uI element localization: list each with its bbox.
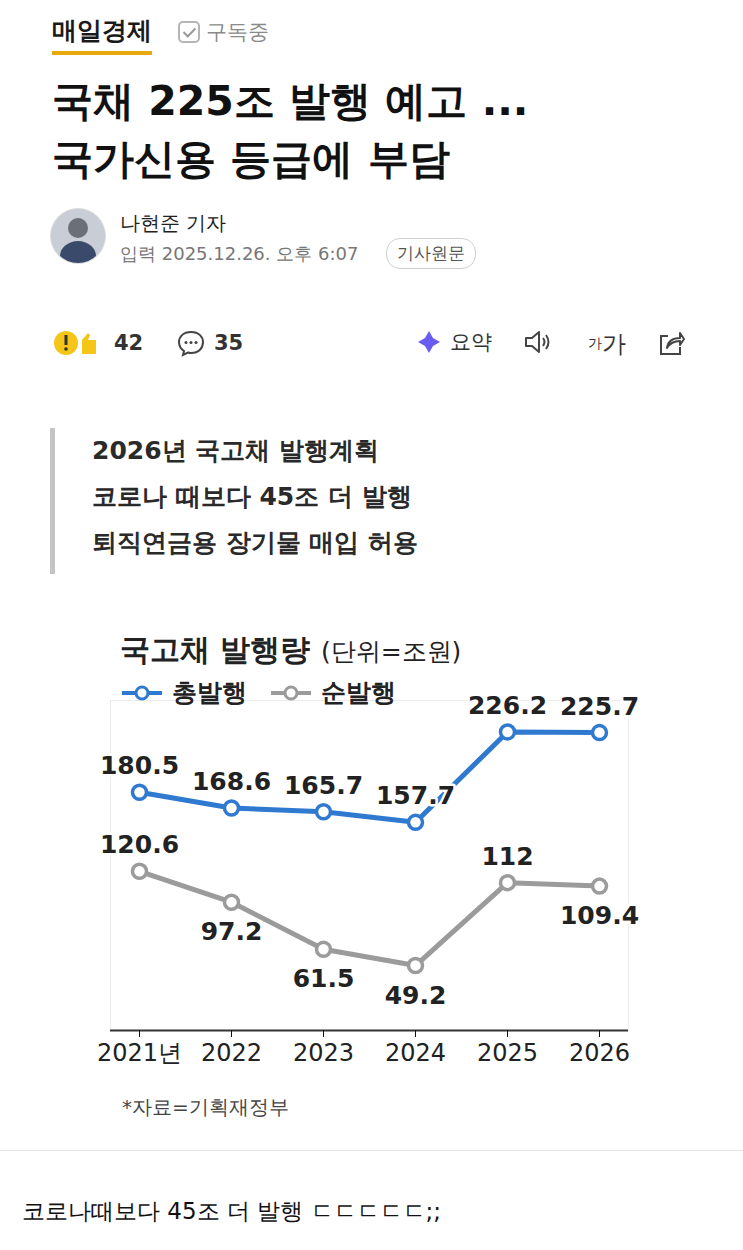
svg-text:112: 112 [481, 842, 533, 871]
svg-text:165.7: 165.7 [284, 771, 363, 800]
html-text:퇴직연금용 장기물 매입 허용: 퇴직연금용 장기물 매입 허용 [92, 528, 419, 557]
svg-text:97.2: 97.2 [201, 917, 263, 946]
svg-text:109.4: 109.4 [560, 901, 639, 930]
html-text:국고채 발행량(단위=조원): 국고채 발행량(단위=조원) [120, 632, 462, 667]
svg-text:49.2: 49.2 [385, 981, 447, 1010]
svg-text:157.7: 157.7 [376, 781, 455, 810]
html-text:코로나때보다 45조 더 발행 ㄷㄷㄷㄷㄷ;;: 코로나때보다 45조 더 발행 ㄷㄷㄷㄷㄷ;; [22, 1198, 441, 1224]
html-text:35: 35 [214, 331, 244, 355]
svg-text:2022: 2022 [201, 1039, 262, 1067]
html-text:구독중: 구독중 [206, 20, 269, 44]
html-text:총발행: 총발행 [172, 678, 247, 707]
svg-text:2023: 2023 [293, 1039, 354, 1067]
svg-text:2025: 2025 [477, 1039, 538, 1067]
html-text:순발행: 순발행 [321, 678, 396, 707]
svg-text:226.2: 226.2 [468, 691, 547, 720]
html-text:코로나 때보다 45조 더 발행: 코로나 때보다 45조 더 발행 [92, 482, 412, 511]
html-text:가가: 가가 [588, 330, 626, 358]
html-text:*자료=기획재정부: *자료=기획재정부 [122, 1095, 289, 1119]
svg-text:180.5: 180.5 [100, 751, 179, 780]
svg-text:2024: 2024 [385, 1039, 446, 1067]
html-text:요약: 요약 [450, 330, 492, 354]
html-text:나현준 기자: 나현준 기자 [120, 211, 227, 235]
html-text:기사원문: 기사원문 [397, 243, 465, 263]
html-text:국채 225조 발행 예고 ... 국가신용 등급에 부담: 국채 225조 발행 예고 ... 국가신용 등급에 부담 [52, 77, 529, 183]
svg-text:120.6: 120.6 [100, 830, 179, 859]
html-text:2026년 국고채 발행계획: 2026년 국고채 발행계획 [92, 436, 379, 465]
html-text:입력 2025.12.26. 오후 6:07: 입력 2025.12.26. 오후 6:07 [120, 243, 359, 264]
svg-text:225.7: 225.7 [560, 692, 639, 721]
html-text:매일경제: 매일경제 [52, 16, 152, 45]
svg-text:168.6: 168.6 [192, 767, 271, 796]
svg-text:2026: 2026 [569, 1039, 630, 1067]
svg-text:2021년: 2021년 [97, 1039, 182, 1067]
svg-text:61.5: 61.5 [293, 964, 355, 993]
html-text:42: 42 [114, 331, 144, 355]
